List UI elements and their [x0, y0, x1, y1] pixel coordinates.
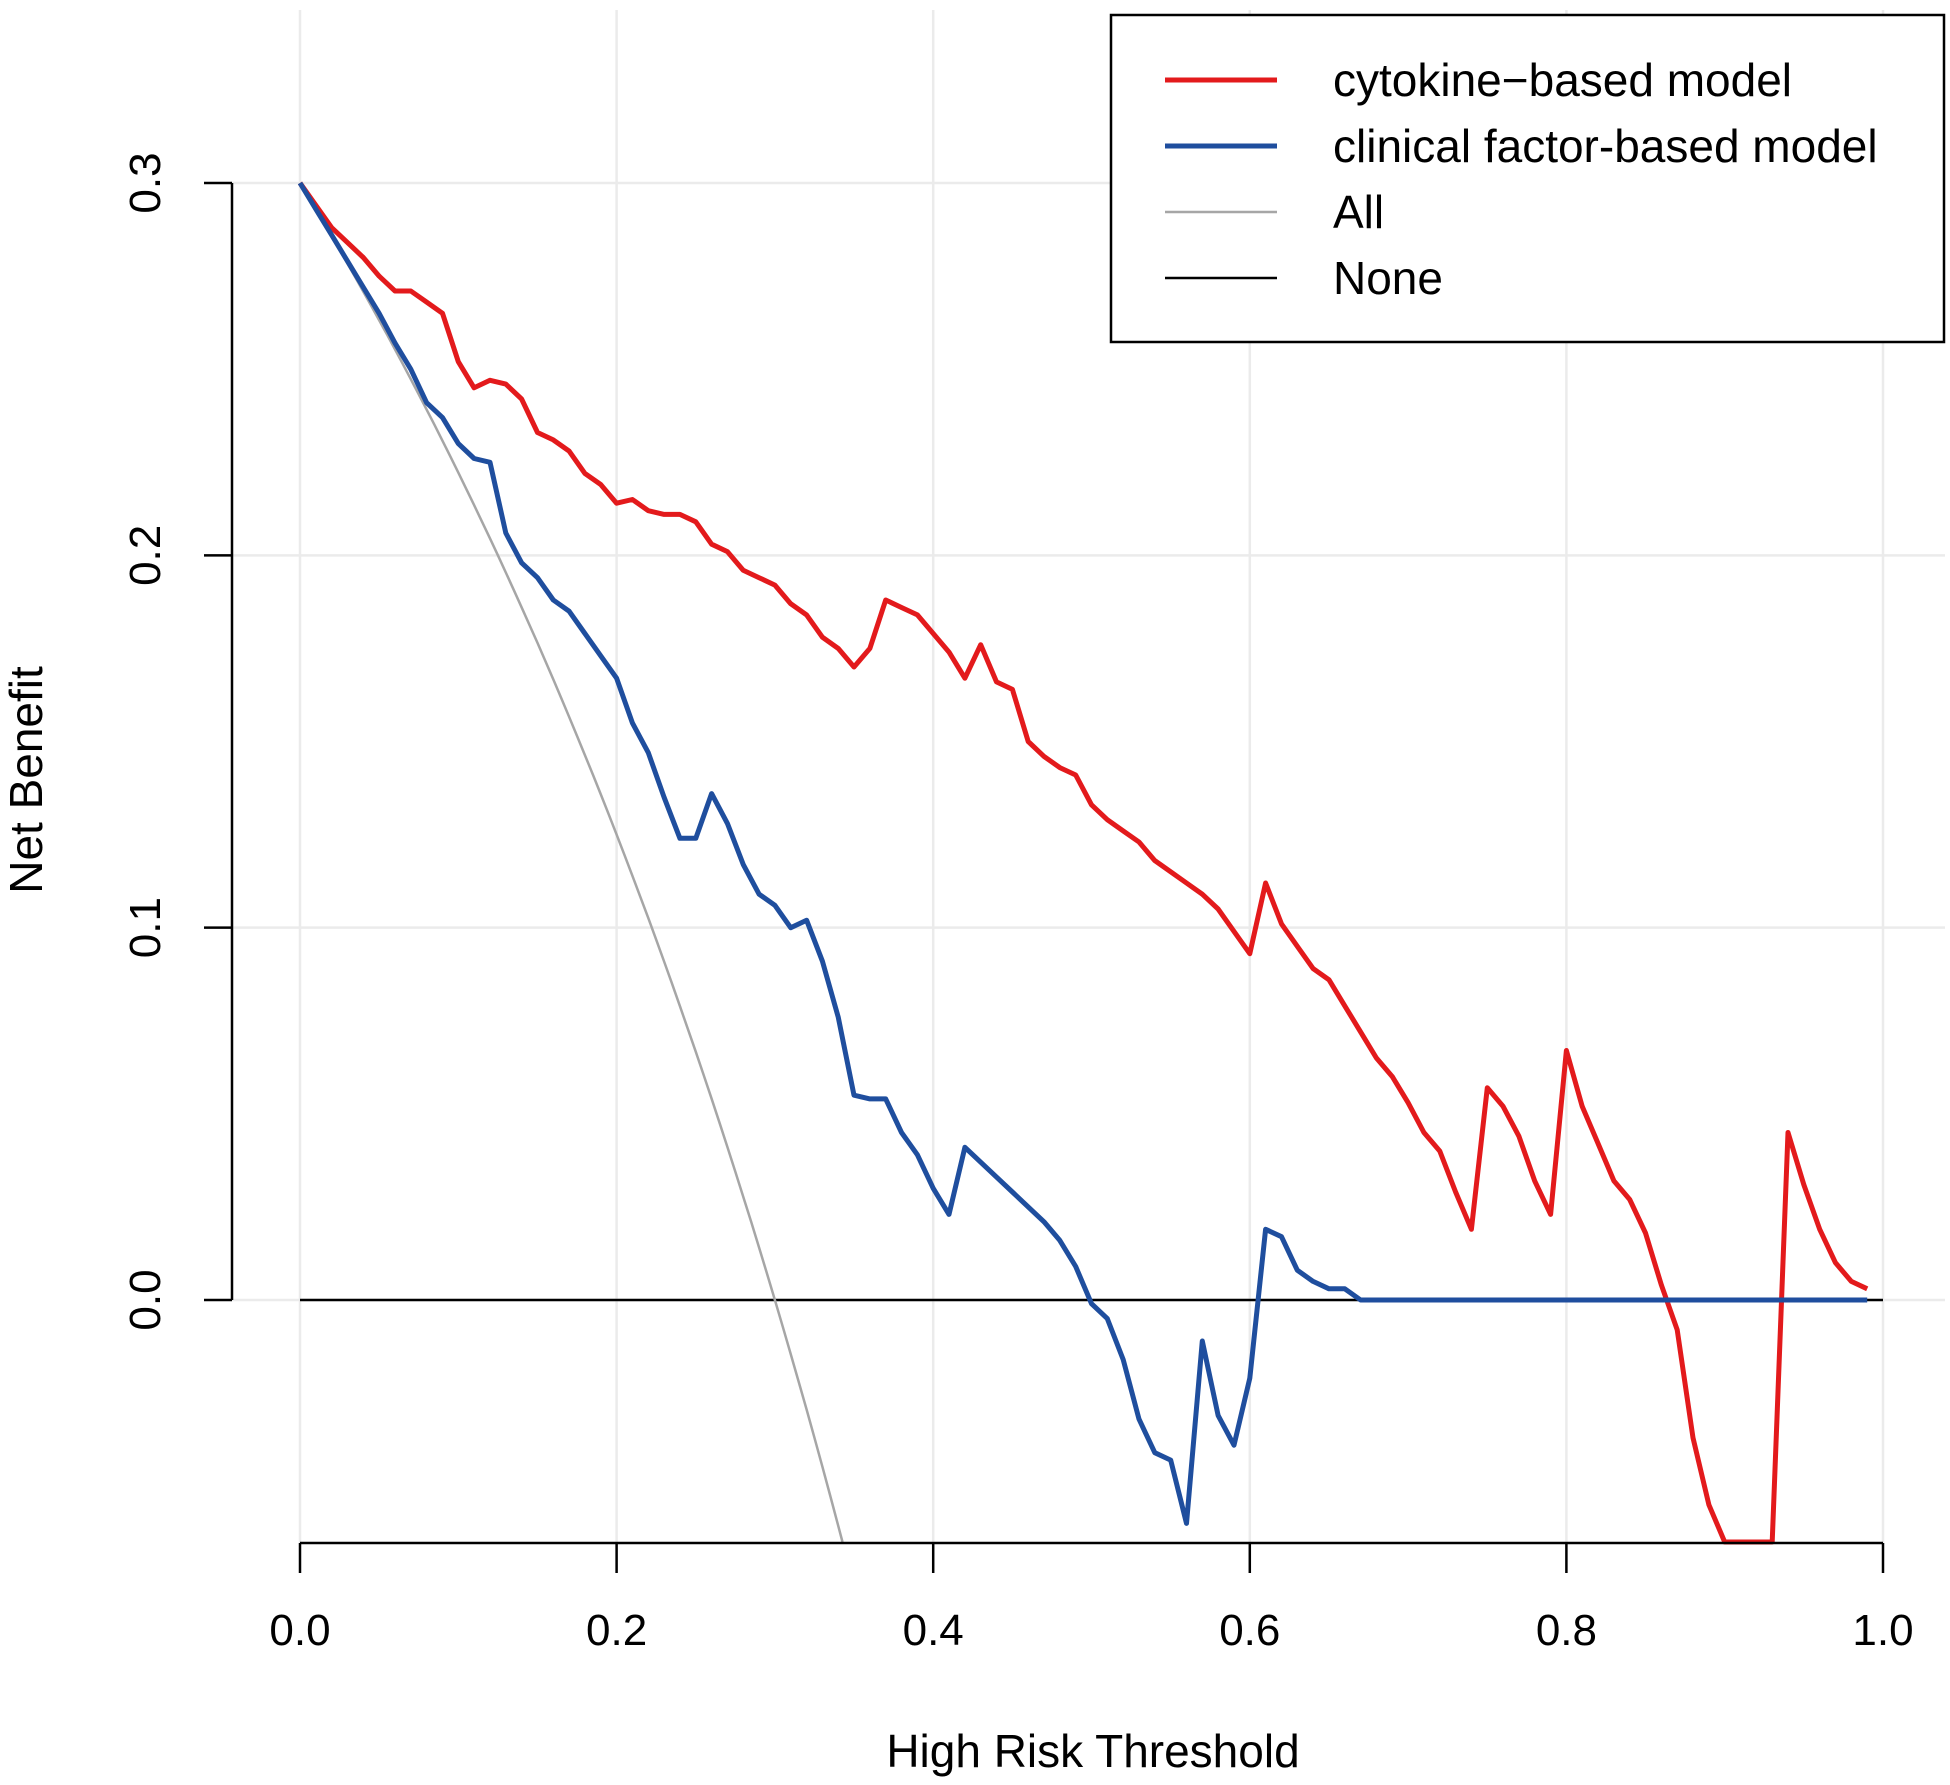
series-line-cytokine: [297, 181, 1869, 1545]
x-axis-title: High Risk Threshold: [886, 1725, 1299, 1777]
x-tick-label-5: 1.0: [1852, 1606, 1913, 1655]
y-tick-label-2: 0.2: [121, 525, 170, 586]
y-tick-label-3: 0.3: [121, 152, 170, 213]
legend-label-cytokine: cytokine−based model: [1333, 54, 1792, 106]
x-tick-label-4: 0.8: [1536, 1606, 1597, 1655]
x-tick-label-0: 0.0: [269, 1606, 330, 1655]
series-all-line: [298, 182, 844, 1543]
y-axis-title: Net Benefit: [0, 666, 52, 894]
x-tick-label-2: 0.4: [903, 1606, 964, 1655]
x-tick-label-3: 0.6: [1219, 1606, 1280, 1655]
series-lines: [297, 181, 1869, 1545]
x-tick-label-1: 0.2: [586, 1606, 647, 1655]
series-line-clinical: [297, 181, 1868, 1526]
axes: 0.0 0.1 0.2 0.3 0.0 0.2 0.4 0.6 0.8 1.0: [121, 152, 1914, 1655]
legend-box: [1109, 13, 1946, 344]
legend-label-clinical: clinical factor-based model: [1333, 120, 1878, 172]
reference-lines: [298, 182, 1883, 1543]
legend: cytokine−based model clinical factor-bas…: [1109, 13, 1946, 344]
y-tick-label-0: 0.0: [121, 1269, 170, 1330]
y-tick-label-1: 0.1: [121, 897, 170, 958]
legend-label-all: All: [1333, 186, 1384, 238]
legend-label-none: None: [1333, 252, 1443, 304]
